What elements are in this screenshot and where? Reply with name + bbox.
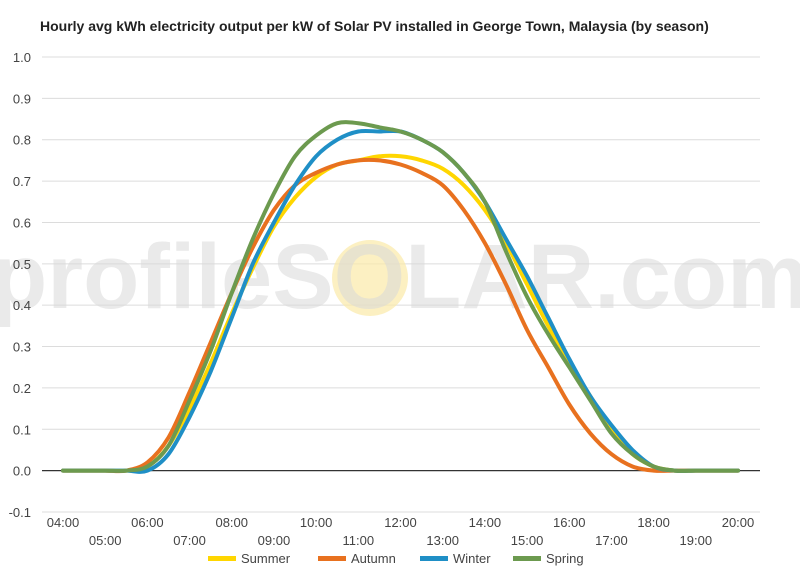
x-tick-label: 17:00 <box>595 533 628 548</box>
x-tick-label: 11:00 <box>343 533 375 548</box>
x-tick-label: 18:00 <box>637 515 670 530</box>
y-tick-label: 0.8 <box>13 133 31 148</box>
legend-label-summer: Summer <box>241 551 291 566</box>
x-tick-label: 07:00 <box>173 533 206 548</box>
x-tick-label: 08:00 <box>215 515 248 530</box>
legend-swatch-autumn <box>318 556 346 561</box>
x-tick-label: 13:00 <box>426 533 459 548</box>
x-tick-label: 20:00 <box>722 515 755 530</box>
y-axis-ticks: 1.0 0.9 0.8 0.7 0.6 0.5 0.4 0.3 0.2 0.1 0.0 -0.1 <box>9 50 31 520</box>
legend-label-spring: Spring <box>546 551 584 566</box>
y-tick-label: 0.5 <box>13 257 31 272</box>
y-tick-label: 0.0 <box>13 464 31 479</box>
x-tick-label: 19:00 <box>680 533 713 548</box>
y-tick-label: -0.1 <box>9 505 31 520</box>
watermark-sun-icon <box>332 240 408 316</box>
series-layer <box>61 120 740 474</box>
x-tick-label: 06:00 <box>131 515 164 530</box>
y-tick-label: 0.3 <box>13 340 31 355</box>
x-tick-label: 16:00 <box>553 515 586 530</box>
series-line-spring <box>61 120 740 473</box>
y-tick-label: 0.9 <box>13 91 31 106</box>
series-line-autumn <box>61 157 740 474</box>
y-tick-label: 0.6 <box>13 215 31 230</box>
legend-swatch-winter <box>420 556 448 561</box>
legend-label-winter: Winter <box>453 551 491 566</box>
chart-title: Hourly avg kWh electricity output per kW… <box>40 18 709 34</box>
legend-swatch-summer <box>208 556 236 561</box>
y-tick-label: 0.2 <box>13 381 31 396</box>
watermark: profileSOLAR.com <box>0 226 800 328</box>
y-tick-label: 0.4 <box>13 298 31 313</box>
legend-swatch-spring <box>513 556 541 561</box>
x-axis-ticks: 04:00 06:00 08:00 10:00 12:00 14:00 16:00 18:00… <box>47 515 755 548</box>
x-tick-label: 04:00 <box>47 515 80 530</box>
watermark-text: profileSOLAR.com <box>0 226 800 328</box>
y-tick-label: 0.1 <box>13 422 31 437</box>
legend-label-autumn: Autumn <box>351 551 396 566</box>
x-tick-label: 05:00 <box>89 533 122 548</box>
legend: Summer Autumn Winter Spring <box>208 551 584 566</box>
y-tick-label: 0.7 <box>13 174 31 189</box>
x-tick-label: 14:00 <box>469 515 502 530</box>
x-tick-label: 09:00 <box>258 533 291 548</box>
x-tick-label: 10:00 <box>300 515 333 530</box>
x-tick-label: 15:00 <box>511 533 544 548</box>
y-tick-label: 1.0 <box>13 50 31 65</box>
x-tick-label: 12:00 <box>384 515 417 530</box>
